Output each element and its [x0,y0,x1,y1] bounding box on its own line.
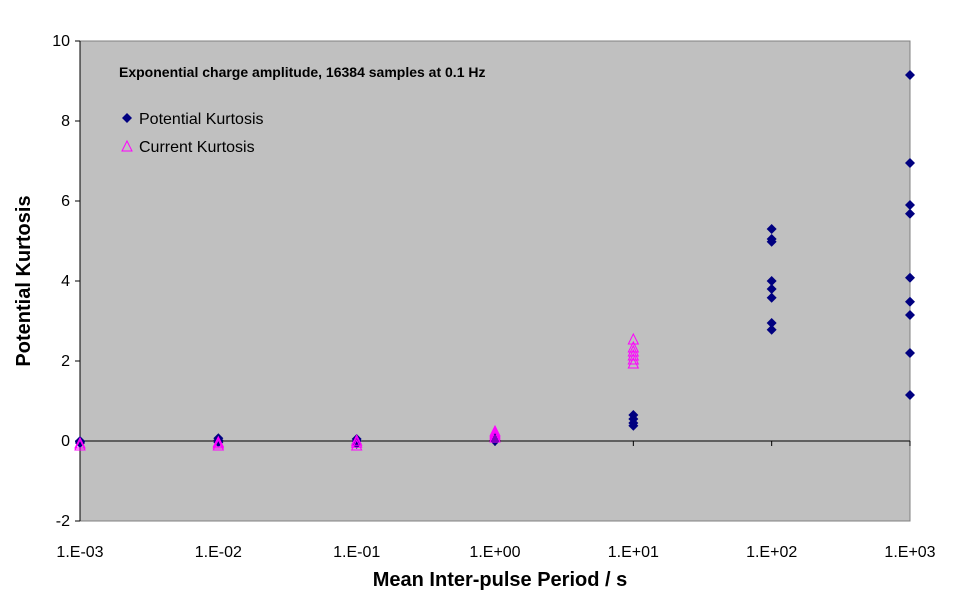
y-axis-title: Potential Kurtosis [13,195,35,366]
y-tick-label: 6 [61,193,70,210]
data-point-potential [905,390,915,400]
data-point-potential [905,272,915,283]
x-axis-title: Mean Inter-pulse Period / s [373,569,628,591]
data-point-potential [905,70,915,80]
y-tick-label: -2 [56,513,70,530]
data-point-current [74,436,86,449]
data-point-potential [905,310,915,320]
y-tick-label: 2 [61,353,70,370]
data-point-potential [766,276,777,286]
data-point-potential [905,158,915,168]
data-point-potential [766,324,777,335]
x-tick-label: 1.E-01 [333,544,380,561]
x-tick-label: 1.E+00 [469,544,520,561]
data-point-potential [628,420,639,431]
data-point-current [627,348,640,361]
data-point-current [627,356,640,369]
data-point-current [489,430,501,443]
data-point-potential [905,296,915,307]
x-tick-label: 1.E-03 [56,544,103,561]
data-point-current [212,436,225,449]
data-point-current [74,438,86,451]
legend-diamond-marker [122,113,132,123]
legend-label-potential: Potential Kurtosis [139,111,264,128]
data-point-current [489,426,501,439]
data-point-potential [766,236,777,247]
data-point-potential [766,318,777,328]
data-point-current [627,340,640,353]
y-tick-label: 0 [61,433,70,450]
data-point-current [350,436,363,448]
legend-label-current: Current Kurtosis [139,139,255,156]
data-point-current [350,434,363,446]
data-point-current [489,428,501,441]
legend-box [116,103,294,159]
data-point-current [627,344,640,357]
data-point-current [627,332,640,345]
data-point-potential [766,284,777,294]
data-point-potential [766,292,777,303]
data-points [74,70,915,451]
data-point-current [212,435,225,448]
x-tick-label: 1.E-02 [195,544,242,561]
data-point-potential [905,200,915,210]
y-tick-label: 10 [52,33,70,50]
data-point-current [489,424,501,437]
legend-triangle-marker [121,139,133,152]
data-point-potential [766,224,777,234]
x-tick-label: 1.E+01 [608,544,659,561]
y-tick-label: 4 [61,273,70,290]
x-tick-label: 1.E+03 [884,544,935,561]
y-tick-label: 8 [61,113,70,130]
data-point-current [212,438,225,451]
tick-labels: -2 0 2 4 6 8 10 1.E-03 1.E-02 1.E-01 1.E+00 1.E+01 1… [52,33,935,561]
data-point-current [627,352,640,365]
data-point-potential [905,348,915,358]
data-point-potential [905,208,915,219]
chart-annotation: Exponential charge amplitude, 16384 samp… [119,64,485,80]
legend: Potential Kurtosis Current Kurtosis [116,103,294,159]
x-tick-label: 1.E+02 [746,544,797,561]
